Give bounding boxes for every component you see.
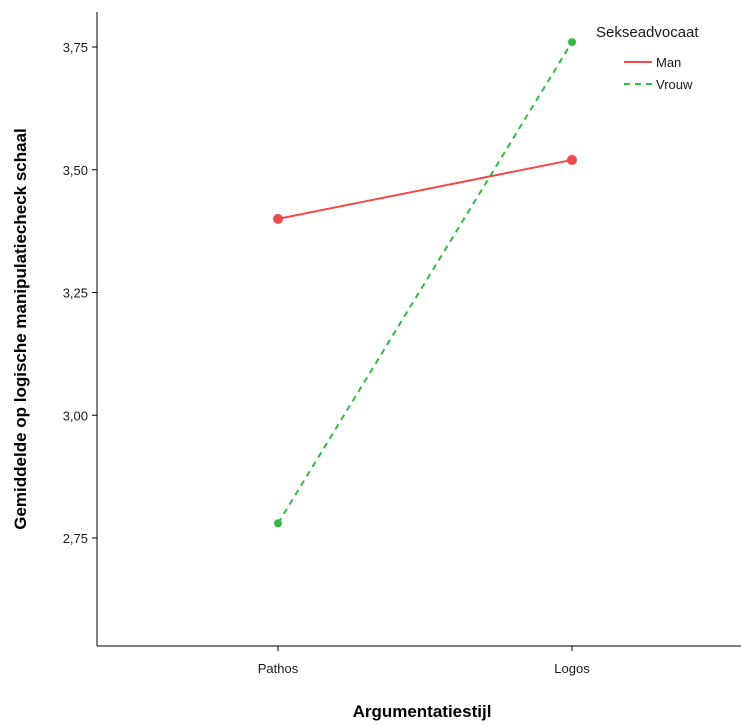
y-axis-title: Gemiddelde op logische manipulatiecheck …	[11, 128, 30, 530]
y-tick-label: 2,75	[63, 531, 88, 546]
x-ticks: Pathos Logos	[258, 646, 590, 676]
x-tick-label: Logos	[554, 661, 590, 676]
x-tick-label: Pathos	[258, 661, 299, 676]
series-line-man	[277, 158, 573, 220]
legend-label-vrouw: Vrouw	[656, 77, 693, 92]
legend-items: Man Vrouw	[624, 55, 693, 92]
y-tick-label: 3,25	[63, 286, 88, 301]
data-point-man	[273, 213, 283, 224]
data-point-vrouw	[568, 38, 576, 47]
series-line-vrouw	[277, 41, 573, 524]
data-point-vrouw	[274, 519, 282, 528]
data-point-man	[567, 154, 577, 165]
y-tick-label: 3,50	[63, 163, 88, 178]
axes	[96, 12, 741, 647]
y-tick-label: 3,00	[63, 408, 88, 423]
legend-label-man: Man	[656, 55, 681, 70]
series-layer	[273, 38, 577, 528]
x-axis-title: Argumentatiestijl	[353, 702, 492, 721]
legend: Sekseadvocaat Man Vrouw	[596, 24, 699, 92]
legend-title: Sekseadvocaat	[596, 24, 699, 41]
y-tick-label: 3,75	[63, 40, 88, 55]
y-ticks: 2,75 3,00 3,25 3,50 3,75	[63, 40, 97, 546]
